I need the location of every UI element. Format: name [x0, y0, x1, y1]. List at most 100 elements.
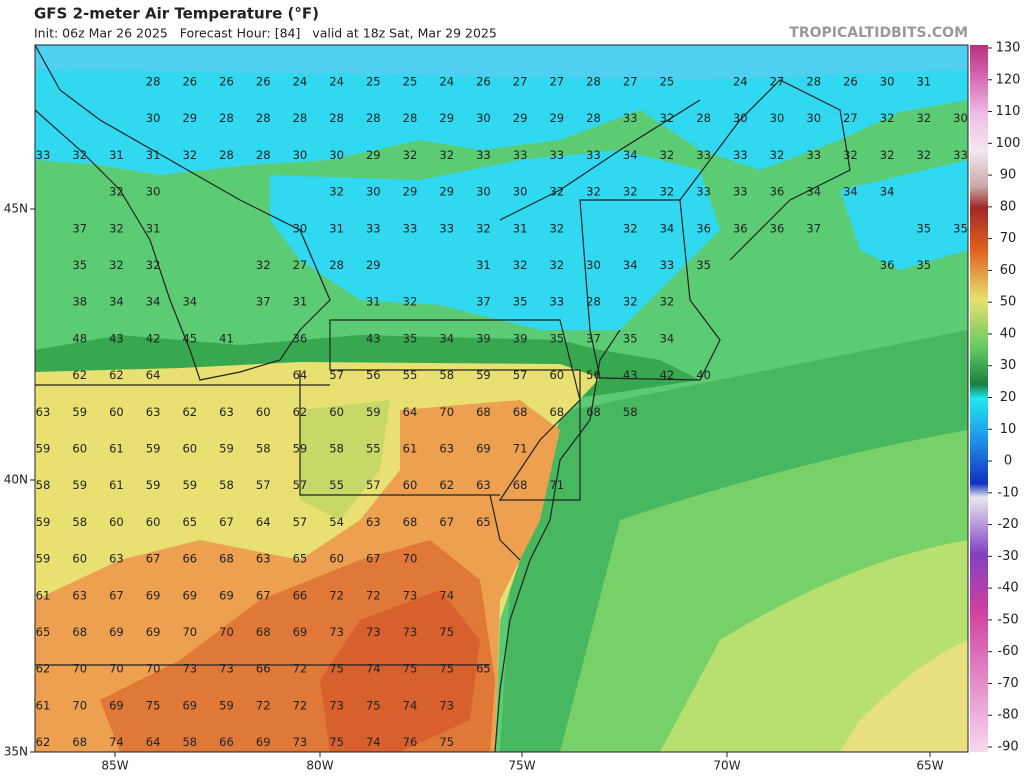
- colorbar-label: -20: [997, 517, 1018, 532]
- station-temp: 60: [72, 552, 87, 566]
- station-temp: 32: [403, 295, 418, 309]
- station-temp: 30: [293, 148, 308, 162]
- station-temp: 28: [806, 75, 821, 89]
- station-temp: 33: [549, 295, 564, 309]
- station-temp: 34: [623, 258, 638, 272]
- station-temp: 33: [476, 148, 491, 162]
- station-temp: 29: [366, 148, 381, 162]
- station-temp: 67: [219, 515, 234, 529]
- station-temp: 30: [953, 111, 968, 125]
- station-temp: 35: [953, 221, 968, 235]
- station-temp: 34: [660, 331, 675, 345]
- lat-label: 40N: [4, 473, 28, 487]
- lon-label: 65W: [916, 759, 943, 773]
- station-temp: 57: [256, 478, 271, 492]
- lat-label: 45N: [4, 202, 28, 216]
- station-temp: 34: [880, 185, 895, 199]
- station-temp: 75: [439, 735, 454, 749]
- lon-label: 75W: [508, 759, 535, 773]
- station-temp: 70: [439, 405, 454, 419]
- station-temp: 33: [549, 148, 564, 162]
- station-temp: 60: [549, 368, 564, 382]
- station-temp: 26: [219, 75, 234, 89]
- colorbar-label: -80: [997, 708, 1018, 723]
- station-temp: 32: [623, 295, 638, 309]
- station-temp: 29: [439, 111, 454, 125]
- station-temp: 66: [256, 662, 271, 676]
- station-temp: 33: [696, 185, 711, 199]
- station-temp: 30: [329, 148, 344, 162]
- colorbar-label: -70: [997, 676, 1018, 691]
- colorbar-label: 60: [1000, 263, 1017, 278]
- station-temp: 64: [146, 735, 161, 749]
- station-temp: 57: [293, 478, 308, 492]
- station-temp: 34: [146, 295, 161, 309]
- station-temp: 72: [256, 698, 271, 712]
- station-temp: 59: [476, 368, 491, 382]
- station-temp: 70: [109, 662, 124, 676]
- station-temp: 32: [660, 185, 675, 199]
- station-temp: 60: [329, 405, 344, 419]
- station-temp: 69: [293, 625, 308, 639]
- station-temp: 32: [439, 148, 454, 162]
- station-temp: 63: [36, 405, 51, 419]
- station-temp: 60: [109, 515, 124, 529]
- station-temp: 33: [696, 148, 711, 162]
- station-temp: 69: [109, 625, 124, 639]
- station-temp: 70: [182, 625, 197, 639]
- station-temp: 31: [366, 295, 381, 309]
- station-temp: 73: [366, 625, 381, 639]
- station-temp: 43: [366, 331, 381, 345]
- station-temp: 25: [366, 75, 381, 89]
- station-temp: 65: [476, 515, 491, 529]
- station-temp: 63: [146, 405, 161, 419]
- station-temp: 75: [366, 698, 381, 712]
- station-temp: 32: [513, 258, 528, 272]
- station-temp: 60: [256, 405, 271, 419]
- subtitle: Init: 06z Mar 26 2025 Forecast Hour: [84…: [34, 26, 497, 41]
- lon-label: 70W: [713, 759, 740, 773]
- station-temp: 65: [293, 552, 308, 566]
- station-temp: 58: [439, 368, 454, 382]
- station-temp: 66: [219, 735, 234, 749]
- station-temp: 37: [72, 221, 87, 235]
- station-temp: 32: [256, 258, 271, 272]
- station-temp: 33: [623, 111, 638, 125]
- station-temp: 60: [329, 552, 344, 566]
- station-temp: 63: [109, 552, 124, 566]
- station-temp: 58: [182, 735, 197, 749]
- station-temp: 75: [439, 662, 454, 676]
- station-temp: 30: [476, 111, 491, 125]
- colorbar-label: 120: [996, 72, 1021, 87]
- station-temp: 74: [366, 662, 381, 676]
- station-temp: 33: [733, 148, 748, 162]
- station-temp: 28: [219, 148, 234, 162]
- station-temp: 32: [72, 148, 87, 162]
- station-temp: 36: [770, 221, 785, 235]
- station-temp: 72: [366, 588, 381, 602]
- credit: TROPICALTIDBITS.COM: [789, 25, 968, 41]
- station-temp: 57: [366, 478, 381, 492]
- station-temp: 32: [182, 148, 197, 162]
- station-temp: 24: [329, 75, 344, 89]
- station-temp: 72: [293, 662, 308, 676]
- station-temp: 69: [146, 625, 161, 639]
- station-temp: 59: [36, 515, 51, 529]
- station-temp: 63: [439, 442, 454, 456]
- station-temp: 28: [403, 111, 418, 125]
- station-temp: 45: [182, 331, 197, 345]
- station-temp: 76: [403, 735, 418, 749]
- station-temp: 32: [549, 221, 564, 235]
- station-temp: 30: [366, 185, 381, 199]
- station-temp: 55: [329, 478, 344, 492]
- station-temp: 32: [549, 185, 564, 199]
- station-temp: 28: [293, 111, 308, 125]
- station-temp: 32: [916, 111, 931, 125]
- station-temp: 73: [439, 698, 454, 712]
- station-temp: 32: [880, 148, 895, 162]
- lat-label: 35N: [4, 745, 28, 759]
- station-temp: 32: [660, 295, 675, 309]
- station-temp: 24: [293, 75, 308, 89]
- station-temp: 33: [660, 258, 675, 272]
- station-temp: 69: [182, 698, 197, 712]
